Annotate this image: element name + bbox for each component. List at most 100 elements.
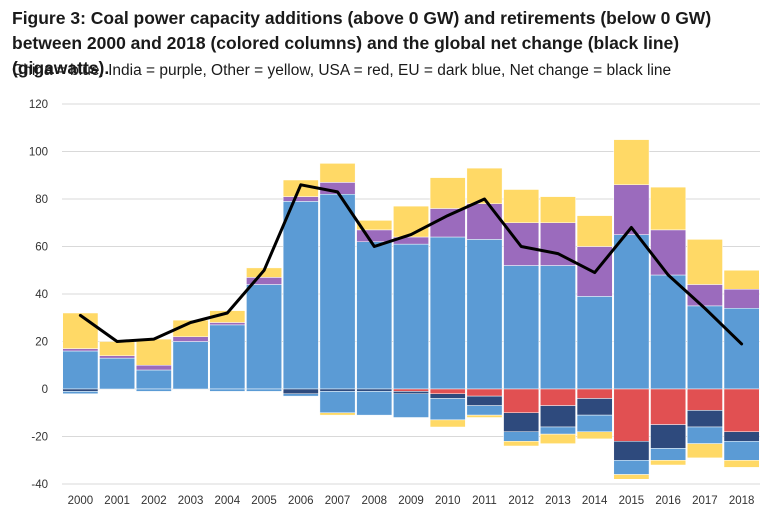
bar-ret-eu-2012: [503, 412, 540, 432]
bar-ret-china-2016: [650, 448, 687, 461]
bar-ret-other-2015: [613, 474, 650, 480]
bar-add-china-2011: [466, 239, 503, 390]
bar-add-china-2007: [319, 194, 356, 390]
bar-ret-eu-2010: [429, 393, 466, 399]
y-tick-label: -40: [31, 479, 48, 491]
bar-ret-china-2004: [209, 388, 246, 392]
x-tick-label: 2015: [619, 495, 645, 507]
x-tick-label: 2014: [582, 495, 608, 507]
stacked-bars: [62, 139, 760, 480]
bar-add-china-2005: [246, 284, 282, 390]
bar-ret-eu-2017: [687, 410, 723, 428]
bar-add-india-2002: [135, 365, 172, 371]
bar-ret-china-2007: [319, 391, 356, 413]
x-tick-label: 2008: [361, 495, 387, 507]
bar-add-china-2002: [135, 369, 172, 390]
x-tick-label: 2010: [435, 495, 461, 507]
net-change-line: [78, 183, 744, 346]
x-tick-label: 2018: [729, 495, 755, 507]
bar-ret-china-2010: [429, 398, 466, 421]
bar-add-other-2001: [99, 341, 135, 356]
bar-add-india-2016: [650, 229, 687, 276]
x-tick-label: 2007: [325, 495, 351, 507]
bar-add-china-2010: [429, 236, 466, 390]
bar-add-china-2016: [650, 274, 687, 390]
bar-ret-usa-2012: [503, 388, 540, 413]
y-tick-label: 20: [35, 337, 48, 349]
y-tick-label: 80: [35, 194, 48, 206]
bar-ret-eu-2011: [466, 395, 503, 406]
bar-ret-eu-2007: [319, 388, 356, 392]
y-tick-label: 0: [42, 384, 48, 396]
chart-subtitle: China = blue, India = purple, Other = ye…: [12, 62, 672, 79]
bar-ret-other-2013: [540, 433, 576, 444]
bar-ret-usa-2011: [466, 388, 503, 397]
bar-add-india-2018: [723, 289, 760, 309]
x-tick-label: 2000: [68, 495, 94, 507]
bar-ret-china-2000: [62, 391, 99, 394]
y-tick-label: -20: [31, 432, 48, 444]
bar-ret-usa-2010: [429, 388, 466, 394]
bar-ret-other-2007: [319, 412, 356, 416]
bar-add-china-2003: [172, 341, 209, 390]
bar-add-china-2012: [503, 265, 540, 390]
bar-add-india-2000: [62, 348, 99, 352]
bar-add-other-2012: [503, 189, 540, 223]
bar-add-other-2015: [613, 139, 650, 185]
bar-add-india-2011: [466, 203, 503, 240]
bar-ret-usa-2015: [613, 388, 650, 442]
x-tick-label: 2013: [545, 495, 571, 507]
bar-add-india-2006: [282, 196, 319, 202]
bar-add-other-2018: [723, 270, 760, 290]
bar-ret-usa-2009: [393, 388, 429, 392]
y-tick-label: 40: [35, 289, 48, 301]
bar-add-china-2013: [540, 265, 576, 390]
x-tick-label: 2002: [141, 495, 167, 507]
bar-ret-other-2010: [429, 419, 466, 428]
bar-add-other-2016: [650, 186, 687, 231]
bar-ret-eu-2013: [540, 405, 576, 428]
bar-ret-eu-2014: [576, 398, 613, 416]
bar-ret-china-2014: [576, 414, 613, 432]
bar-ret-china-2012: [503, 431, 540, 442]
bar-add-china-2001: [99, 357, 135, 390]
bar-ret-china-2013: [540, 426, 576, 435]
bar-ret-eu-2018: [723, 431, 760, 442]
bar-ret-eu-2009: [393, 391, 429, 394]
bar-add-other-2008: [356, 220, 393, 231]
bar-ret-other-2018: [723, 460, 760, 468]
bar-ret-china-2008: [356, 391, 393, 416]
bar-add-other-2014: [576, 215, 613, 247]
bar-add-china-2018: [723, 308, 760, 390]
bar-add-china-2009: [393, 243, 429, 390]
bar-ret-other-2014: [576, 431, 613, 440]
bar-add-china-2014: [576, 296, 613, 390]
bar-add-india-2001: [99, 355, 135, 359]
x-tick-label: 2009: [398, 495, 424, 507]
x-tick-label: 2017: [692, 495, 718, 507]
bar-ret-other-2016: [650, 460, 687, 466]
bar-ret-china-2017: [687, 426, 723, 444]
chart-title: Figure 3: Coal power capacity additions …: [12, 8, 712, 78]
x-tick-label: 2001: [104, 495, 130, 507]
bar-ret-eu-2000: [62, 388, 99, 392]
bar-ret-china-2009: [393, 393, 429, 418]
x-tick-label: 2005: [251, 495, 277, 507]
bar-ret-usa-2013: [540, 388, 576, 406]
bar-add-india-2004: [209, 322, 246, 326]
bar-add-china-2006: [282, 201, 319, 390]
bar-ret-eu-2015: [613, 441, 650, 461]
bar-ret-eu-2006: [282, 388, 319, 394]
bar-ret-china-2006: [282, 393, 319, 397]
bar-add-other-2007: [319, 163, 356, 183]
bar-add-china-2015: [613, 234, 650, 390]
bar-add-other-2013: [540, 196, 576, 223]
bar-add-india-2008: [356, 229, 393, 242]
bar-add-other-2009: [393, 205, 429, 238]
bar-ret-china-2018: [723, 441, 760, 461]
y-tick-label: 60: [35, 242, 48, 254]
net-change-series: [78, 183, 744, 346]
bar-ret-other-2017: [687, 443, 723, 459]
y-tick-label: 120: [29, 99, 48, 111]
